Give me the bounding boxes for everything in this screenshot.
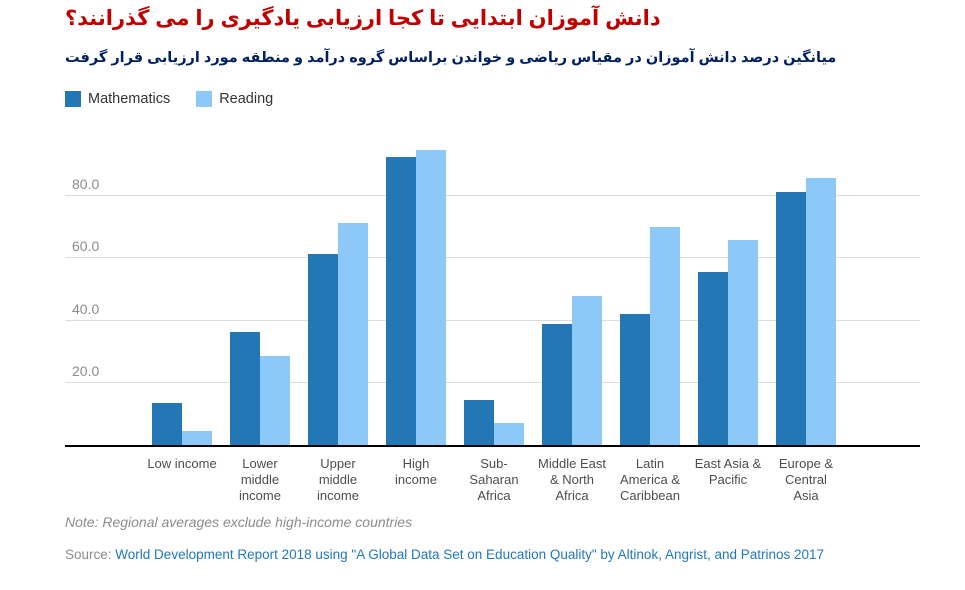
x-tick-label: Europe & Central Asia xyxy=(778,456,834,503)
x-tick-label: Upper middle income xyxy=(317,456,359,503)
bar-reading-low-income xyxy=(182,431,212,445)
y-tick-label-20: 20.0 xyxy=(72,362,100,379)
x-tick-label: Low income xyxy=(147,456,217,471)
x-tick-label: East Asia & Pacific xyxy=(694,456,762,487)
bar-mathematics-high-income xyxy=(386,157,416,445)
bar-group-middle-east-north-africa xyxy=(542,295,602,445)
bar-mathematics-latin-america-caribbean xyxy=(620,314,650,445)
legend-swatch-icon xyxy=(65,91,81,107)
bar-group-europe-central-asia xyxy=(776,177,836,445)
bar-mathematics-middle-east-north-africa xyxy=(542,323,572,445)
y-tick-label-40: 40.0 xyxy=(72,300,100,317)
bar-reading-middle-east-north-africa xyxy=(572,295,602,445)
bar-reading-upper-middle-income xyxy=(338,222,368,445)
bar-mathematics-europe-central-asia xyxy=(776,191,806,445)
legend-label: Mathematics xyxy=(88,91,171,107)
bar-group-low-income xyxy=(152,403,212,445)
y-tick-label-80: 80.0 xyxy=(72,176,100,193)
x-tick-label: High income xyxy=(395,456,437,487)
chart-subtitle: میانگین درصد دانش آموزان در مقیاس ریاضی … xyxy=(65,50,837,66)
bar-group-upper-middle-income xyxy=(308,222,368,445)
legend: Mathematics Reading xyxy=(65,91,273,107)
note-text: Note: Regional averages exclude high-inc… xyxy=(65,514,413,530)
x-tick-label: Sub-Saharan Africa xyxy=(469,456,519,503)
source-line: Source: World Development Report 2018 us… xyxy=(65,547,824,562)
bar-reading-east-asia-pacific xyxy=(728,239,758,445)
bar-mathematics-lower-middle-income xyxy=(230,331,260,445)
bar-group-high-income xyxy=(386,149,446,445)
bar-group-lower-middle-income xyxy=(230,331,290,445)
bar-reading-lower-middle-income xyxy=(260,356,290,445)
legend-swatch-icon xyxy=(196,91,213,107)
y-gridline-80 xyxy=(65,195,920,197)
y-gridline-20 xyxy=(65,381,920,383)
bar-reading-sub-saharan-africa xyxy=(494,423,524,445)
x-tick-label: Middle East & North Africa xyxy=(538,456,606,503)
bar-mathematics-low-income xyxy=(152,403,182,445)
bar-mathematics-sub-saharan-africa xyxy=(464,399,494,445)
legend-label: Reading xyxy=(219,91,274,107)
source-label: Source: xyxy=(65,547,112,562)
bar-reading-high-income xyxy=(416,149,446,445)
plot-area: 20.0 40.0 60.0 80.0 xyxy=(65,136,920,447)
y-gridline-40 xyxy=(65,319,920,321)
bar-mathematics-upper-middle-income xyxy=(308,253,338,445)
y-tick-label-60: 60.0 xyxy=(72,238,100,255)
bar-reading-latin-america-caribbean xyxy=(650,227,680,445)
bar-group-sub-saharan-africa xyxy=(464,399,524,445)
bar-mathematics-east-asia-pacific xyxy=(698,272,728,445)
bar-group-latin-america-caribbean xyxy=(620,227,680,445)
y-gridline-60 xyxy=(65,257,920,259)
source-link[interactable]: World Development Report 2018 using "A G… xyxy=(115,547,825,562)
x-tick-label: Lower middle income xyxy=(239,456,281,503)
x-tick-label: Latin America & Caribbean xyxy=(620,456,680,503)
x-axis-labels: Low income Lower middle income Upper middl… xyxy=(147,456,841,504)
bar-group-east-asia-pacific xyxy=(698,239,758,445)
bar-groups xyxy=(152,149,836,445)
bar-reading-europe-central-asia xyxy=(806,177,836,445)
chart-title: دانش آموزان ابتدایی تا کجا ارزیابی یادگی… xyxy=(65,7,661,30)
legend-item-mathematics: Mathematics xyxy=(65,91,170,107)
legend-item-reading: Reading xyxy=(196,91,273,107)
